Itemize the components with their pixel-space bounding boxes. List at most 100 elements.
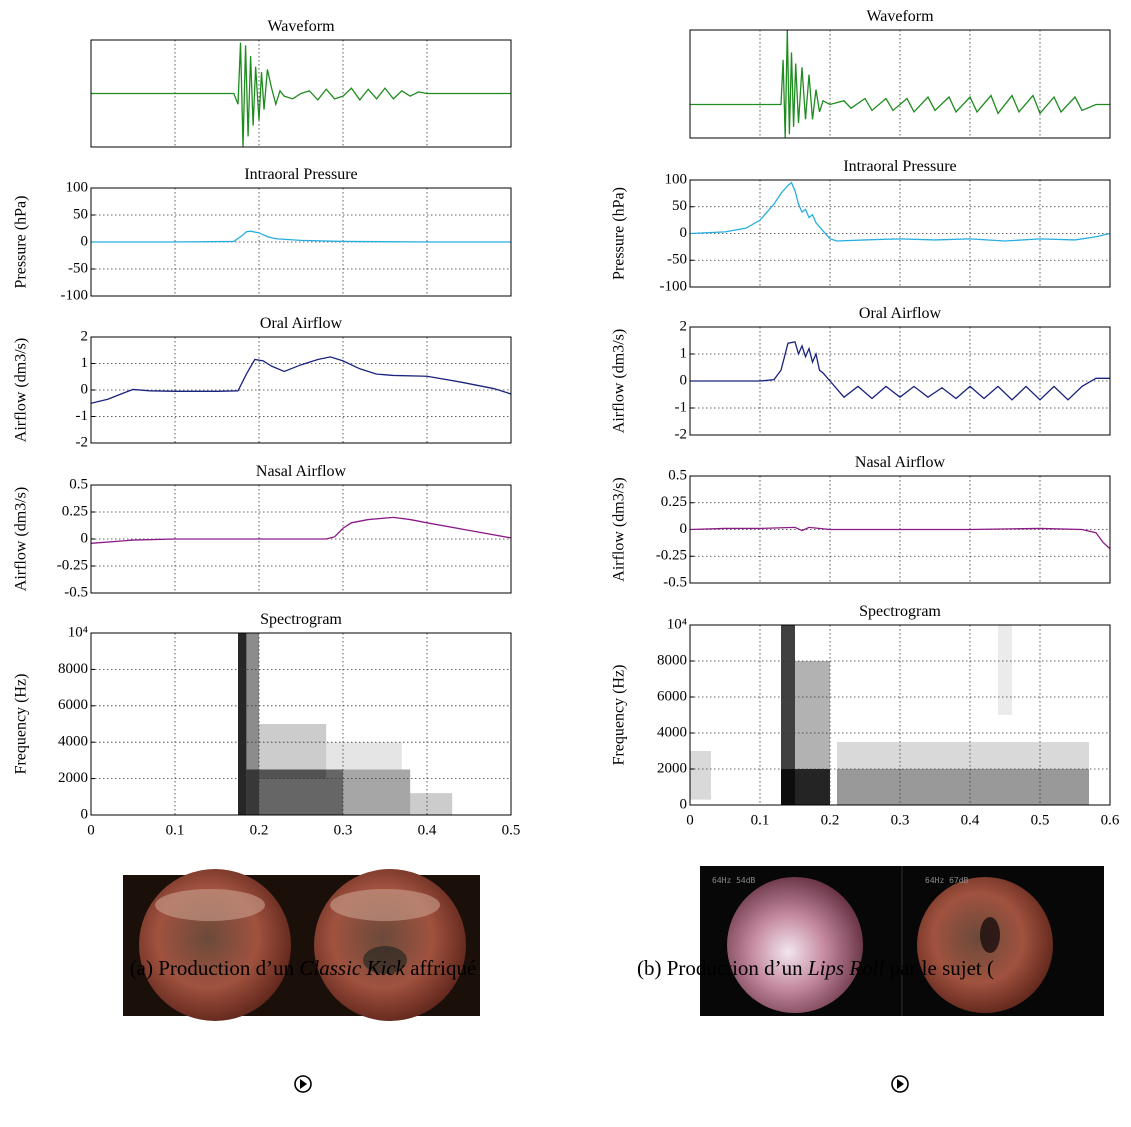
- y-tick-label: -2: [76, 434, 89, 450]
- spectrogram-cell: [343, 769, 411, 815]
- plot-frame: [689, 326, 1111, 436]
- caption-label: (b) Production d’un: [637, 956, 808, 980]
- y-tick-label: -50: [68, 260, 88, 276]
- plot-frame: [689, 624, 1111, 806]
- subplot-title: Intraoral Pressure: [244, 166, 357, 183]
- y-axis-label: Airflow (dm3/s): [611, 477, 628, 581]
- y-tick-label: 2000: [58, 770, 88, 786]
- y-tick-label: -1: [76, 408, 89, 424]
- play-button[interactable]: [891, 1075, 909, 1093]
- subplot: Intraoral Pressure Pressure (hPa) -100 -50 0…: [611, 158, 1111, 294]
- subplot: Spectrogram Frequency (Hz) 0 0.1 0.2 0.3 0.4 0.…: [611, 603, 1120, 828]
- x-tick-label: 0.5: [502, 822, 521, 838]
- y-axis-label: Airflow (dm3/s): [13, 487, 30, 591]
- signal-line: [91, 356, 511, 404]
- spectrogram-cell: [837, 769, 1089, 805]
- subplot-title: Oral Airflow: [859, 305, 942, 322]
- y-tick-label: 4000: [657, 724, 687, 740]
- y-tick-label: -50: [667, 252, 687, 268]
- plot-frame: [689, 475, 1111, 584]
- overlay-text: 64Hz 67dB: [925, 876, 969, 885]
- y-tick-label: 0.25: [661, 494, 687, 510]
- subplot: Spectrogram Frequency (Hz) 0 0.1 0.2 0.3 0.4 0.…: [13, 611, 521, 838]
- subplot-title: Nasal Airflow: [855, 454, 946, 471]
- y-tick-label: 0: [680, 796, 688, 812]
- y-tick-label: 0: [81, 806, 89, 822]
- spectrogram-cell: [998, 625, 1012, 715]
- spectrogram-cell: [246, 769, 343, 815]
- y-tick-label: 0: [680, 372, 688, 388]
- endoscopy-image: [700, 866, 1104, 1016]
- spectrogram-cell: [781, 769, 830, 805]
- y-tick-label: -0.5: [64, 584, 88, 600]
- y-tick-label: -100: [660, 278, 688, 294]
- plot-frame: [90, 484, 512, 594]
- x-tick-label: 0.5: [1031, 812, 1050, 828]
- play-button[interactable]: [294, 1075, 312, 1093]
- spectrogram: [238, 633, 453, 815]
- plot-frame: [689, 179, 1111, 288]
- y-tick-label: 0: [680, 521, 688, 537]
- y-tick-label: -0.25: [57, 557, 88, 573]
- y-tick-label: 6000: [58, 697, 88, 713]
- subplot-title: Nasal Airflow: [256, 463, 347, 480]
- y-tick-label: 10⁴: [667, 616, 687, 632]
- subplot-title: Spectrogram: [859, 603, 941, 620]
- caption-rest: par le sujet (: [884, 956, 994, 980]
- y-tick-label: 0: [81, 233, 89, 249]
- spectrogram: [690, 625, 1089, 805]
- subplot-title: Oral Airflow: [260, 315, 343, 332]
- signal-line: [91, 42, 511, 147]
- x-tick-label: 0.3: [334, 822, 353, 838]
- x-tick-label: 0.4: [961, 812, 980, 828]
- plot-frame: [90, 336, 512, 444]
- subplot: Nasal Airflow Airflow (dm3/s) -0.5 -0.25 0 0.…: [611, 454, 1111, 590]
- x-tick-label: 0.1: [751, 812, 770, 828]
- y-tick-label: 1: [680, 345, 688, 361]
- spectrogram-cell: [326, 742, 402, 770]
- x-tick-label: 0.1: [166, 822, 185, 838]
- subplot-title: Intraoral Pressure: [843, 158, 956, 175]
- y-tick-label: -0.25: [656, 548, 687, 564]
- y-axis-label: Pressure (hPa): [611, 187, 628, 280]
- y-tick-label: -100: [61, 287, 89, 303]
- y-tick-label: 0: [680, 225, 688, 241]
- y-axis-label: Airflow (dm3/s): [13, 338, 30, 442]
- y-axis-label: Airflow (dm3/s): [611, 329, 628, 433]
- y-tick-label: 50: [73, 206, 88, 222]
- spectrogram-cell: [238, 633, 247, 815]
- y-tick-label: 2: [81, 328, 89, 344]
- subplot: Oral Airflow Airflow (dm3/s) -2 -1 0 1 2: [611, 305, 1111, 442]
- caption-rest: affriqué: [405, 956, 476, 980]
- y-tick-label: 0: [81, 530, 89, 546]
- y-tick-label: 1: [81, 355, 89, 371]
- subplot: Oral Airflow Airflow (dm3/s) -2 -1 0 1 2: [13, 315, 512, 450]
- y-tick-label: -2: [675, 426, 688, 442]
- signal-line: [690, 30, 1110, 138]
- y-tick-label: 8000: [58, 661, 88, 677]
- y-tick-label: 0.25: [62, 503, 88, 519]
- y-tick-label: 10⁴: [68, 624, 88, 640]
- x-tick-label: 0.6: [1101, 812, 1120, 828]
- spectrogram-cell: [410, 793, 453, 815]
- x-tick-label: 0.4: [418, 822, 437, 838]
- caption-title: Classic Kick: [299, 956, 405, 980]
- x-tick-label: 0.2: [250, 822, 269, 838]
- signal-line: [690, 341, 1110, 401]
- subplot: Nasal Airflow Airflow (dm3/s) -0.5 -0.25 0 0.…: [13, 463, 512, 600]
- x-tick-label: 0.3: [891, 812, 910, 828]
- signal-line: [690, 526, 1110, 550]
- subplot-title: Waveform: [267, 18, 335, 35]
- plot-frame: [689, 29, 1111, 139]
- y-tick-label: 2: [680, 318, 688, 334]
- y-tick-label: 50: [672, 198, 687, 214]
- y-tick-label: -1: [675, 399, 688, 415]
- x-tick-label: 0: [686, 812, 694, 828]
- overlay-text: 64Hz 54dB: [712, 876, 756, 885]
- signal-line: [91, 516, 511, 544]
- y-axis-label: Frequency (Hz): [13, 674, 30, 775]
- endoscopy-image: [123, 869, 480, 1021]
- x-tick-label: 0.2: [821, 812, 840, 828]
